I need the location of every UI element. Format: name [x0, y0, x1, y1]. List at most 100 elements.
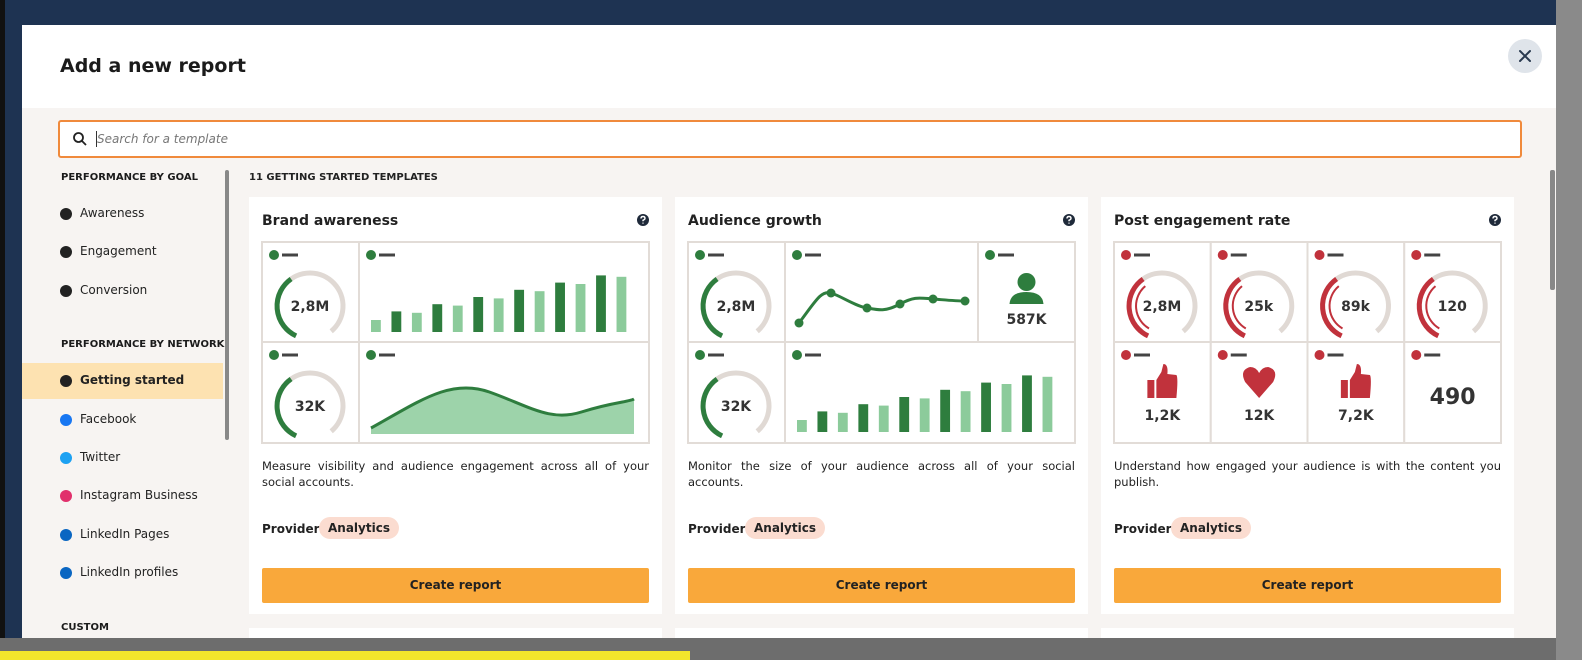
thumb-hand — [1349, 364, 1371, 398]
icon-shape — [60, 413, 72, 426]
thumbnail: 2,8M 25k 89k 120 1,2K 12K 7,2K 490 — [1113, 241, 1502, 444]
line-dot — [794, 318, 804, 328]
mini-bar — [1022, 375, 1032, 432]
card-description: Monitor the size of your audience across… — [688, 459, 1075, 489]
icon-shape — [60, 567, 72, 580]
mini-bar — [514, 289, 525, 332]
tile-dot — [792, 250, 802, 260]
gauge-arc — [1126, 276, 1150, 339]
item-icon — [60, 413, 72, 426]
line-dot — [862, 303, 872, 313]
area-fill — [371, 387, 634, 434]
sidebar-item[interactable]: Conversion — [80, 282, 148, 297]
item-icon — [60, 246, 72, 259]
sidebar-item[interactable]: LinkedIn profiles — [80, 565, 179, 580]
next-card — [675, 628, 1088, 638]
area-line — [370, 386, 635, 430]
sidebar-item[interactable]: LinkedIn Pages — [80, 526, 170, 541]
line-dot — [928, 294, 938, 304]
tile — [784, 241, 979, 343]
tile-dot — [1121, 250, 1131, 260]
icon-shape — [60, 452, 72, 464]
sidebar-item[interactable]: Engagement — [80, 244, 157, 259]
tile-dot — [985, 250, 995, 260]
sidebar-item[interactable]: Facebook — [80, 411, 137, 426]
template-card: Post engagement rate 2,8M 25k 89k 120 1,2K 12K… — [1101, 197, 1514, 614]
create-report-button[interactable]: Create report — [688, 568, 1075, 603]
mini-bar — [575, 284, 586, 332]
tile-dot — [1314, 250, 1325, 260]
icon-shape — [60, 208, 72, 220]
tile-dot — [366, 250, 376, 260]
gauge-inner — [1231, 285, 1247, 330]
sidebar-item[interactable]: Awareness — [80, 206, 145, 220]
gauge-inner — [1425, 285, 1440, 330]
person-body — [1009, 292, 1044, 304]
card-title: Post engagement rate — [1114, 213, 1291, 229]
mini-bar — [596, 275, 606, 332]
card-description: Understand how engaged your audience is … — [1114, 459, 1501, 489]
item-icon — [60, 567, 72, 580]
tile-value: 2,8M — [1143, 299, 1182, 315]
search-icon — [73, 132, 87, 146]
line-dot — [826, 288, 836, 298]
close-button[interactable] — [1508, 39, 1542, 73]
line-dot — [895, 299, 905, 309]
sidebar-item[interactable]: Instagram Business — [80, 488, 198, 503]
mini-bar — [960, 391, 971, 432]
mini-bar — [981, 382, 991, 432]
tile-value: 32K — [295, 399, 326, 415]
tile-value: 1,2K — [1145, 408, 1182, 424]
create-report-button[interactable]: Create report — [1114, 568, 1501, 603]
mini-bar — [940, 389, 951, 432]
sidebar-item[interactable]: Twitter — [80, 450, 121, 464]
mini-bar — [452, 305, 463, 332]
thumb-hand — [1156, 364, 1178, 398]
next-card — [1101, 628, 1514, 638]
tile-dot — [1217, 250, 1228, 260]
search-input[interactable]: Search for a template — [58, 120, 1522, 158]
mini-bar — [411, 312, 422, 332]
mini-bar — [797, 420, 807, 432]
create-report-button[interactable]: Create report — [262, 568, 649, 603]
tile-value: 2,8M — [717, 299, 756, 315]
provider-chip: Analytics — [319, 517, 399, 539]
help-mark — [640, 215, 646, 224]
mini-bar — [878, 405, 889, 432]
tile-dot — [792, 350, 802, 360]
card-description: Measure visibility and audience engageme… — [262, 459, 649, 489]
card-title: Brand awareness — [262, 213, 399, 229]
sidebar: PERFORMANCE BY GOAL Awareness Engagement Co… — [22, 165, 227, 638]
tile-value: 490 — [1430, 385, 1476, 410]
tile-value: 12K — [1244, 408, 1275, 424]
icon-shape — [60, 246, 72, 259]
mini-bar — [817, 411, 828, 432]
edge — [0, 0, 5, 660]
providers-label: Providers — [688, 522, 753, 536]
mini-bar — [1001, 384, 1012, 432]
backdrop-right — [1556, 0, 1582, 660]
person-head — [1017, 273, 1036, 291]
mini-bar — [493, 298, 504, 332]
item-icon — [60, 528, 72, 541]
active-item-bg — [22, 363, 223, 400]
sidebar-heading: PERFORMANCE BY NETWORK — [61, 339, 225, 351]
help-mark — [1066, 215, 1072, 224]
template-count: 11 GETTING STARTED TEMPLATES — [249, 172, 438, 183]
card-title: Audience growth — [688, 213, 822, 229]
sidebar-scrollbar — [225, 170, 229, 440]
sidebar-item[interactable]: Getting started — [80, 373, 185, 388]
gauge-arc — [274, 276, 298, 339]
item-icon — [60, 375, 72, 388]
gauge-arc — [1320, 276, 1343, 339]
icon-shape — [60, 284, 72, 297]
sidebar-heading: PERFORMANCE BY GOAL — [61, 172, 198, 183]
thumbnail: 2,8M 587K 32K — [687, 241, 1076, 444]
tile-value: 25k — [1244, 299, 1273, 315]
tile-dot — [269, 350, 279, 360]
tile-value: 7,2K — [1338, 408, 1375, 424]
highlight-strip — [0, 651, 690, 660]
item-icon — [60, 490, 72, 503]
mini-bar — [555, 282, 565, 332]
